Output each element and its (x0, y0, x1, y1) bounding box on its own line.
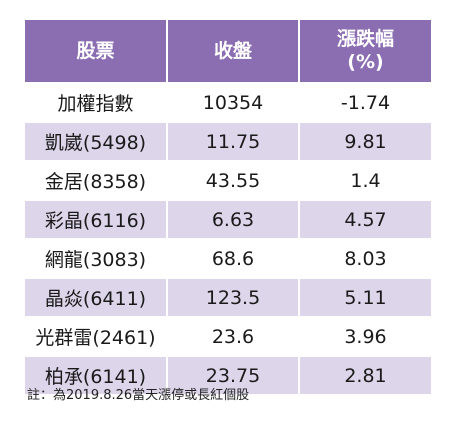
cell-change: 5.11 (300, 277, 431, 316)
header-change-label: 漲跌幅 (336, 28, 394, 50)
table-row: 彩晶(6116) 6.63 4.57 (25, 199, 431, 238)
header-change-unit: (%) (347, 51, 384, 73)
cell-change: 3.96 (300, 316, 431, 355)
cell-change: 1.4 (300, 160, 431, 199)
cell-change: -1.74 (300, 82, 431, 121)
cell-change: 2.81 (300, 355, 431, 394)
cell-stock: 光群雷(2461) (25, 316, 168, 355)
cell-close: 11.75 (168, 121, 300, 160)
cell-close: 43.55 (168, 160, 300, 199)
cell-stock: 網龍(3083) (25, 238, 168, 277)
cell-close: 123.5 (168, 277, 300, 316)
stock-table: 股票 收盤 漲跌幅 (%) 加權指數 10354 -1.74 凱崴(5498) … (25, 20, 431, 394)
cell-close: 10354 (168, 82, 300, 121)
stock-table-container: 股票 收盤 漲跌幅 (%) 加權指數 10354 -1.74 凱崴(5498) … (25, 20, 431, 394)
cell-change: 8.03 (300, 238, 431, 277)
footnote: 註：為2019.8.26當天漲停或長紅個股 (27, 388, 250, 403)
table-row: 光群雷(2461) 23.6 3.96 (25, 316, 431, 355)
table-row: 柏承(6141) 23.75 2.81 (25, 355, 431, 394)
cell-change: 9.81 (300, 121, 431, 160)
table-row: 網龍(3083) 68.6 8.03 (25, 238, 431, 277)
cell-stock: 晶焱(6411) (25, 277, 168, 316)
table-row: 金居(8358) 43.55 1.4 (25, 160, 431, 199)
cell-stock: 加權指數 (25, 82, 168, 121)
cell-stock: 柏承(6141) (25, 355, 168, 394)
cell-change: 4.57 (300, 199, 431, 238)
header-close: 收盤 (168, 20, 300, 82)
table-header-row: 股票 收盤 漲跌幅 (%) (25, 20, 431, 82)
cell-close: 23.75 (168, 355, 300, 394)
cell-close: 6.63 (168, 199, 300, 238)
cell-close: 68.6 (168, 238, 300, 277)
header-change: 漲跌幅 (%) (300, 20, 431, 82)
header-stock: 股票 (25, 20, 168, 82)
table-row: 凱崴(5498) 11.75 9.81 (25, 121, 431, 160)
cell-stock: 彩晶(6116) (25, 199, 168, 238)
cell-close: 23.6 (168, 316, 300, 355)
table-row: 晶焱(6411) 123.5 5.11 (25, 277, 431, 316)
table-row: 加權指數 10354 -1.74 (25, 82, 431, 121)
cell-stock: 凱崴(5498) (25, 121, 168, 160)
cell-stock: 金居(8358) (25, 160, 168, 199)
